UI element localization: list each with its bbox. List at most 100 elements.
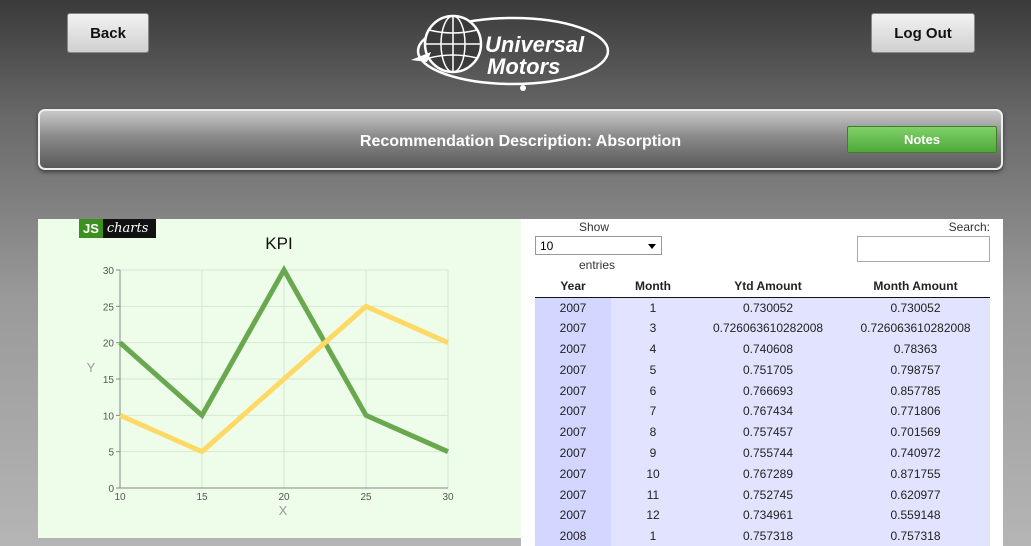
table-cell: 0.559148 <box>841 504 990 526</box>
table-cell: 6 <box>611 380 695 401</box>
kpi-chart: 10 15 20 25 30 0 5 10 15 20 25 30 KPI X Y <box>87 234 454 518</box>
table-cell: 2007 <box>535 297 611 318</box>
x-tick-label: 10 <box>114 492 126 503</box>
entries-label: entries <box>579 258 616 272</box>
table-cell: 2007 <box>535 317 611 339</box>
table-row: 2007 7 0.767434 0.771806 <box>535 400 990 422</box>
table-cell: 2007 <box>535 359 611 381</box>
table-cell: 0.767434 <box>695 400 841 422</box>
data-table: Year Month Ytd Amount Month Amount 2007 1… <box>535 275 990 546</box>
logo-line2: Motors <box>487 54 560 79</box>
back-button[interactable]: Back <box>67 13 149 53</box>
show-label: Show <box>579 220 610 234</box>
chart-ticks: 10 15 20 25 30 0 5 10 15 20 25 30 <box>103 266 454 503</box>
table-cell: 0.871755 <box>841 463 990 485</box>
logout-button[interactable]: Log Out <box>871 13 975 53</box>
table-cell: 0.701569 <box>841 421 990 443</box>
x-tick-label: 20 <box>278 492 290 503</box>
table-cell: 2007 <box>535 338 611 360</box>
column-header-month-amount[interactable]: Month Amount <box>841 275 990 298</box>
jscharts-logo: JS charts <box>79 219 156 238</box>
table-cell: 8 <box>611 421 695 443</box>
table-cell: 5 <box>611 359 695 381</box>
column-header-year[interactable]: Year <box>535 275 611 298</box>
table-cell: 0.767289 <box>695 463 841 485</box>
table-cell: 0.757318 <box>695 525 841 546</box>
jscharts-logo-js: JS <box>79 219 103 238</box>
table-cell: 0.757318 <box>841 525 990 546</box>
table-header-row: Year Month Ytd Amount Month Amount <box>535 275 990 298</box>
table-cell: 0.771806 <box>841 400 990 422</box>
entries-select-value: 10 <box>540 238 554 253</box>
table-cell: 0.752745 <box>695 484 841 505</box>
column-header-month[interactable]: Month <box>611 275 695 298</box>
y-tick-label: 10 <box>103 411 115 422</box>
table-cell: 0.726063610282008 <box>841 317 990 339</box>
logo-line1: Universal <box>485 32 585 57</box>
y-tick-label: 30 <box>103 266 115 277</box>
table-cell: 0.620977 <box>841 484 990 505</box>
chart-series <box>118 264 450 455</box>
universal-motors-logo: Universal Motors <box>411 14 610 91</box>
table-row: 2008 1 0.757318 0.757318 <box>535 525 990 546</box>
table-cell: 11 <box>611 484 695 505</box>
search-label: Search: <box>948 220 990 234</box>
table-row: 2007 12 0.734961 0.559148 <box>535 504 990 526</box>
table-cell: 2007 <box>535 400 611 422</box>
table-cell: 1 <box>611 525 695 546</box>
table-cell: 0.766693 <box>695 380 841 401</box>
y-tick-label: 20 <box>103 339 115 350</box>
notes-button[interactable]: Notes <box>847 126 997 153</box>
entries-select[interactable]: 10 <box>535 236 662 255</box>
table-row: 2007 8 0.757457 0.701569 <box>535 421 990 443</box>
y-tick-label: 0 <box>108 484 114 495</box>
table-cell: 2008 <box>535 525 611 546</box>
table-cell: 9 <box>611 442 695 464</box>
table-cell: 0.740972 <box>841 442 990 464</box>
table-row: 2007 1 0.730052 0.730052 <box>535 297 990 318</box>
chart-title: KPI <box>265 234 292 253</box>
x-tick-label: 15 <box>196 492 208 503</box>
table-cell: 0.730052 <box>695 297 841 318</box>
table-cell: 0.734961 <box>695 504 841 526</box>
globe-icon <box>423 14 483 74</box>
table-cell: 0.78363 <box>841 338 990 360</box>
table-cell: 2007 <box>535 504 611 526</box>
table-row: 2007 5 0.751705 0.798757 <box>535 359 990 381</box>
recommendation-title: Recommendation Description: Absorption <box>359 133 682 150</box>
table-row: 2007 10 0.767289 0.871755 <box>535 463 990 485</box>
x-tick-label: 30 <box>442 492 454 503</box>
table-cell: 12 <box>611 504 695 526</box>
table-row: 2007 6 0.766693 0.857785 <box>535 380 990 401</box>
table-row: 2007 3 0.726063610282008 0.726063610282008 <box>535 317 990 339</box>
jscharts-logo-text: charts <box>106 221 149 236</box>
y-tick-label: 15 <box>103 375 115 386</box>
x-tick-label: 25 <box>360 492 372 503</box>
table-cell: 2007 <box>535 484 611 505</box>
series-line-1 <box>118 303 450 455</box>
table-cell: 2007 <box>535 380 611 401</box>
chart-y-axis-label: Y <box>87 360 96 375</box>
table-cell: 0.726063610282008 <box>695 317 841 339</box>
chevron-down-icon <box>648 244 656 249</box>
y-tick-label: 25 <box>103 302 115 313</box>
table-cell: 4 <box>611 338 695 360</box>
table-cell: 0.740608 <box>695 338 841 360</box>
table-cell: 2007 <box>535 421 611 443</box>
table-row: 2007 11 0.752745 0.620977 <box>535 484 990 505</box>
chart-grid <box>116 269 449 489</box>
table-row: 2007 9 0.755744 0.740972 <box>535 442 990 464</box>
table-cell: 2007 <box>535 463 611 485</box>
table-cell: 2007 <box>535 442 611 464</box>
table-cell: 10 <box>611 463 695 485</box>
search-input[interactable] <box>857 236 990 262</box>
column-header-ytd-amount[interactable]: Ytd Amount <box>695 275 841 298</box>
series-line-0 <box>118 264 450 454</box>
recommendation-bar: Recommendation Description: Absorption N… <box>38 109 1003 170</box>
chart-panel: 10 15 20 25 30 0 5 10 15 20 25 30 KPI X Y JS charts <box>38 219 521 538</box>
table-cell: 3 <box>611 317 695 339</box>
table-cell: 0.857785 <box>841 380 990 401</box>
y-tick-label: 5 <box>108 448 114 459</box>
table-cell: 0.757457 <box>695 421 841 443</box>
table-cell: 0.751705 <box>695 359 841 381</box>
